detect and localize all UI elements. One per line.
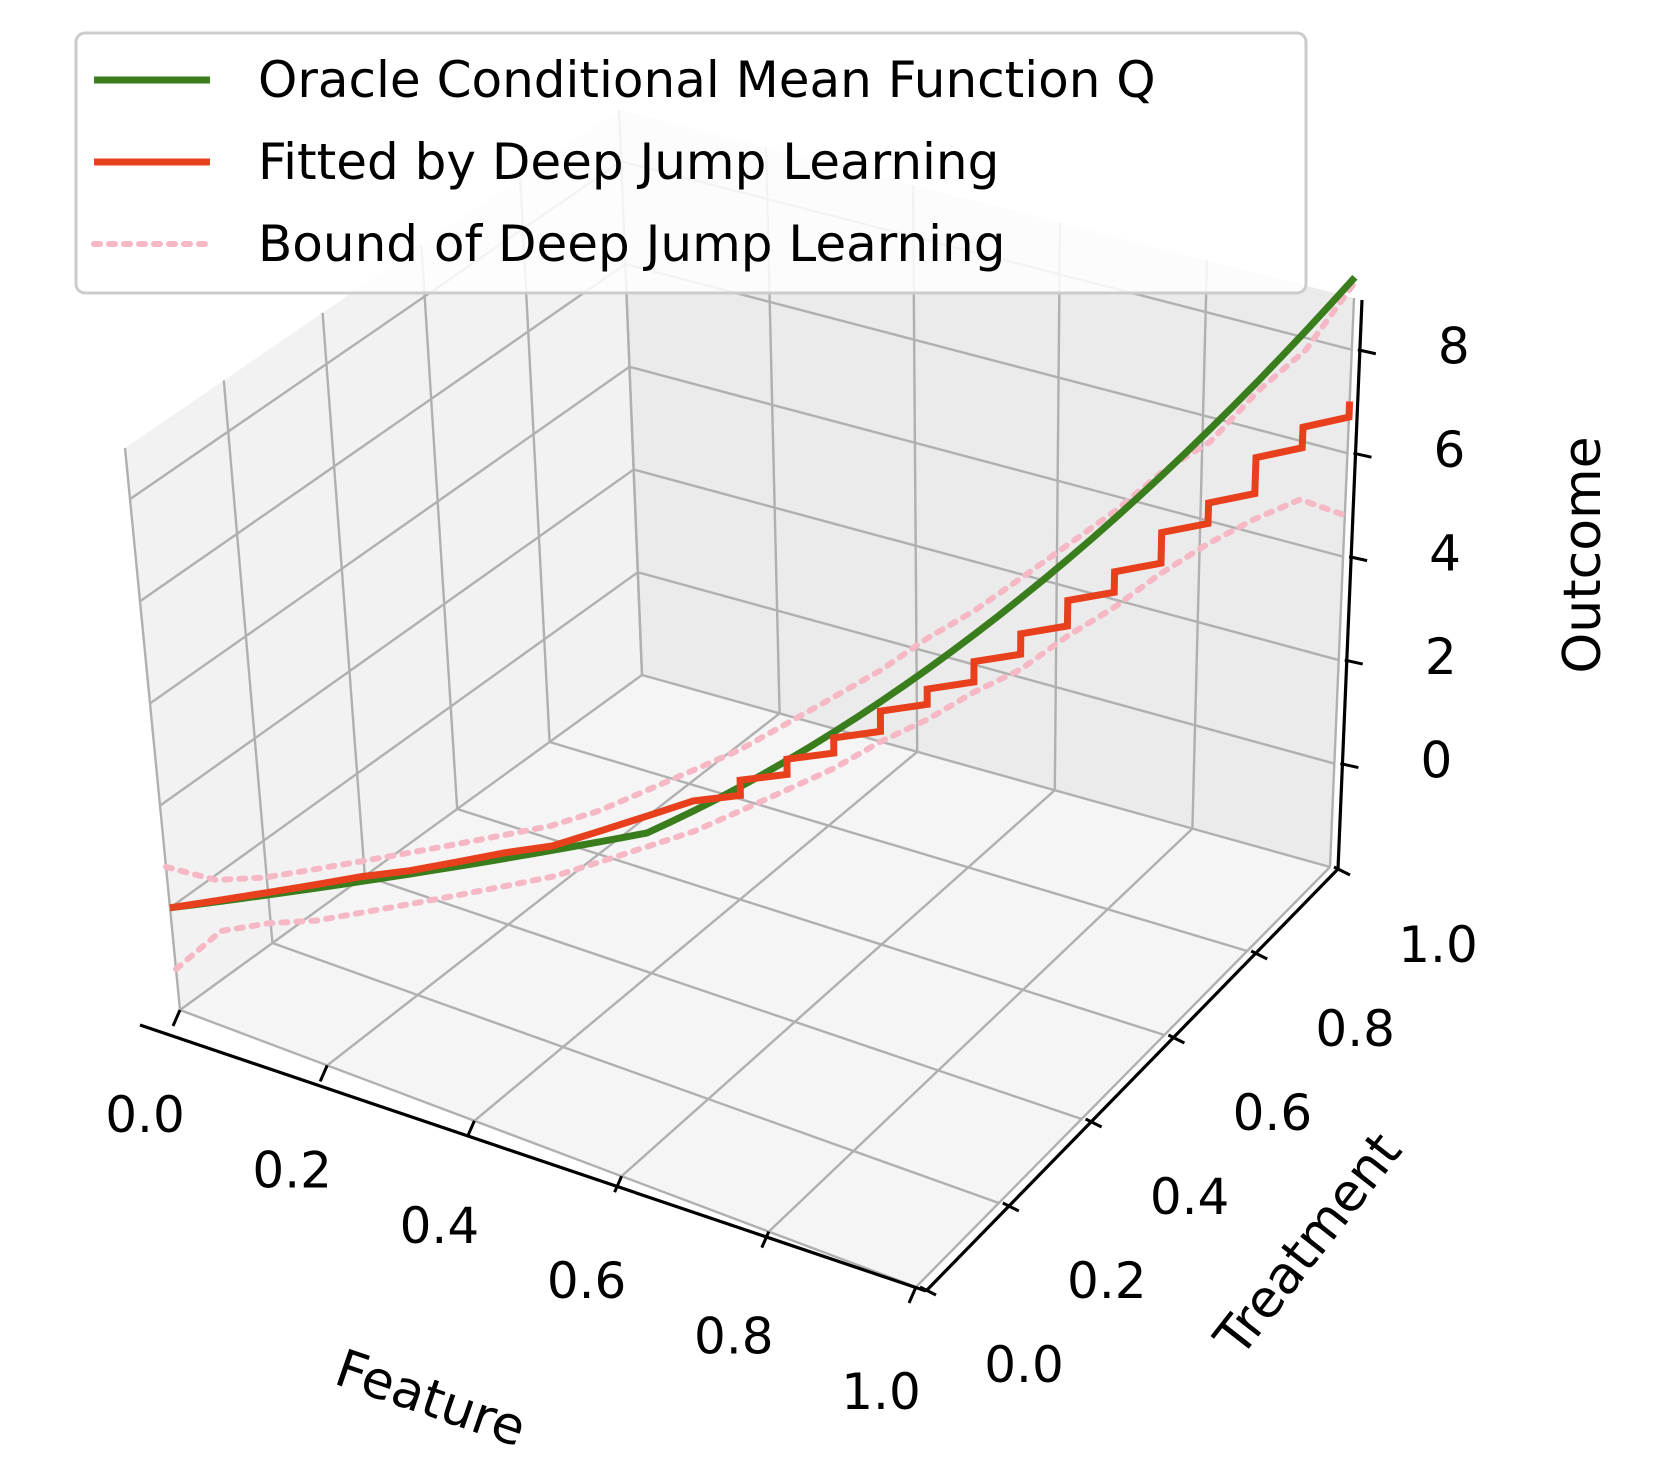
- grid-feature-floor: [915, 866, 1331, 1288]
- grid-outcome-left: [169, 571, 639, 909]
- treatment-tick-label: 0.2: [1067, 1252, 1147, 1310]
- outcome-tick: [1357, 348, 1377, 356]
- outcome-tick: [1348, 555, 1368, 563]
- feature-tick: [907, 1286, 918, 1304]
- grid-treatment-floor: [179, 1008, 917, 1289]
- outcome-tick-label: 8: [1438, 318, 1470, 376]
- left-pane: [125, 110, 642, 1010]
- feature-tick-label: 0.2: [252, 1141, 332, 1199]
- fitted-line: [169, 401, 1354, 912]
- grid-feature-back: [1191, 260, 1209, 829]
- grid-outcome-left: [139, 263, 626, 603]
- feature-tick-label: 0.4: [400, 1197, 480, 1255]
- outcome-tick-label: 6: [1434, 421, 1466, 479]
- outcome-tick-label: 4: [1429, 525, 1461, 583]
- outcome-tick: [1344, 658, 1364, 666]
- feature-tick-label: 0.0: [105, 1086, 185, 1144]
- grid-treatment-floor: [364, 874, 1082, 1121]
- tick-marks: [171, 348, 1377, 1304]
- legend: Oracle Conditional Mean Function Q Fitted…: [74, 31, 1308, 295]
- feature-tick: [760, 1230, 771, 1249]
- feature-axis-label: Feature: [328, 1339, 533, 1456]
- grid-feature-floor: [473, 750, 918, 1122]
- grid-outcome-left: [149, 365, 631, 705]
- treatment-tick: [919, 1285, 937, 1297]
- grid-outcome-back: [637, 571, 1335, 765]
- treatment-tick-label: 0.4: [1150, 1168, 1230, 1226]
- treatment-tick-label: 0.6: [1233, 1084, 1313, 1142]
- feature-tick-label: 0.8: [694, 1308, 774, 1366]
- treatment-tick: [1002, 1201, 1020, 1213]
- grid-feature-floor: [179, 674, 643, 1011]
- feature-axis-line: [139, 1023, 927, 1293]
- grid-outcome-back: [633, 468, 1340, 662]
- grid-treatment-floor: [641, 673, 1331, 869]
- treatment-tick: [1167, 1033, 1186, 1045]
- axis-lines: [139, 299, 1364, 1293]
- treatment-tick-label: 0.0: [984, 1336, 1064, 1394]
- outcome-axis-label: Outcome: [1553, 436, 1613, 673]
- treatment-tick-label: 1.0: [1398, 916, 1478, 974]
- feature-tick: [613, 1175, 623, 1193]
- feature-tick-label: 1.0: [841, 1363, 921, 1421]
- outcome-tick-label: 2: [1425, 628, 1457, 686]
- outcome-axis-line: [1336, 299, 1364, 870]
- feature-tick-label: 0.6: [547, 1252, 627, 1310]
- grid-treatment-left: [123, 447, 182, 1011]
- series-lines: [163, 274, 1358, 973]
- treatment-axis-line: [924, 867, 1340, 1293]
- grid-feature-back: [1328, 297, 1356, 868]
- tick-labels: 0.00.20.40.60.81.0 0.00.20.40.60.81.00246…: [105, 318, 1478, 1421]
- outcome-tick-label: 0: [1420, 732, 1452, 790]
- legend-label-1: Fitted by Deep Jump Learning: [258, 133, 999, 191]
- legend-label-2: Bound of Deep Jump Learning: [258, 215, 1006, 273]
- grid-feature-floor: [326, 712, 781, 1067]
- legend-box: [74, 31, 1308, 295]
- grid-outcome-left: [159, 468, 635, 807]
- floor-pane: [180, 675, 1330, 1287]
- axes-panes: [125, 110, 1354, 1287]
- bound-lower-line: [173, 496, 1348, 973]
- treatment-tick-label: 0.8: [1315, 1000, 1395, 1058]
- feature-tick: [466, 1120, 476, 1138]
- grid-outcome-back: [629, 365, 1344, 558]
- treatment-tick: [1333, 865, 1351, 877]
- treatment-axis-label: Treatment: [1203, 1122, 1414, 1368]
- treatment-tick: [1250, 949, 1268, 961]
- legend-label-0: Oracle Conditional Mean Function Q: [258, 51, 1156, 109]
- outcome-tick: [1340, 762, 1359, 770]
- feature-tick: [171, 1009, 182, 1027]
- grid-feature-floor: [620, 789, 1056, 1178]
- grid-feature-back: [1053, 222, 1062, 791]
- outcome-tick: [1353, 451, 1372, 459]
- grid-treatment-left: [222, 380, 274, 944]
- grid-treatment-floor: [271, 941, 1000, 1205]
- feature-tick: [318, 1064, 329, 1083]
- treatment-tick: [1084, 1117, 1103, 1129]
- grid-feature-floor: [767, 827, 1194, 1233]
- grid-treatment-floor: [549, 740, 1248, 953]
- back-pane: [619, 110, 1354, 867]
- grid-treatment-left: [321, 312, 366, 877]
- grid-treatment-left: [420, 245, 459, 810]
